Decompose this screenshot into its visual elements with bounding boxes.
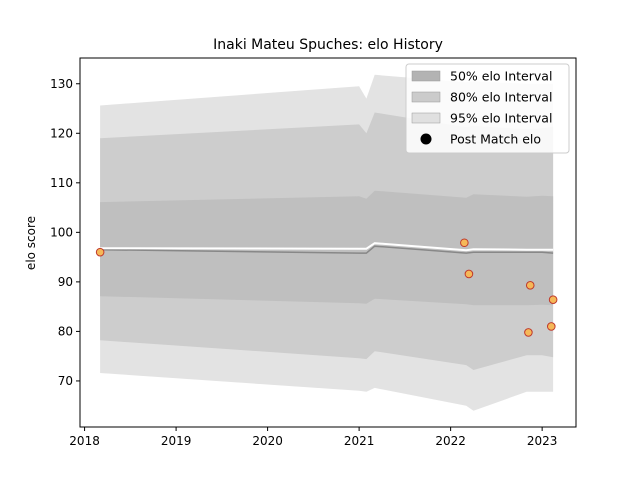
post-match-point xyxy=(524,328,533,337)
y-axis: 70 80 90 100 110 120 130 xyxy=(50,77,80,388)
post-match-point xyxy=(548,295,558,305)
x-tick-label: 2022 xyxy=(435,434,466,448)
y-tick-label: 70 xyxy=(58,374,73,388)
legend: 50% elo Interval 80% elo Interval 95% elo … xyxy=(405,63,570,154)
post-match-point xyxy=(95,247,105,257)
y-tick-label: 110 xyxy=(50,176,73,190)
legend-swatch xyxy=(411,70,441,82)
legend-swatch xyxy=(411,112,441,124)
legend-label: 80% elo Interval xyxy=(450,90,552,105)
post-match-point xyxy=(460,238,469,248)
elo-mean-line xyxy=(100,245,554,254)
axes-frame xyxy=(79,57,577,428)
chart-title: Inaki Mateu Spuches: elo History xyxy=(213,37,443,53)
x-tick-label: 2020 xyxy=(252,434,283,448)
legend-label: Post Match elo xyxy=(450,132,541,147)
y-tick-label: 100 xyxy=(50,225,73,239)
x-axis: 2018 2019 2020 2021 2022 2023 xyxy=(69,427,557,448)
x-tick-label: 2023 xyxy=(527,434,558,448)
legend-box xyxy=(405,63,570,154)
y-tick-label: 120 xyxy=(50,126,73,140)
x-tick-label: 2018 xyxy=(69,434,100,448)
legend-swatch xyxy=(411,91,441,103)
post-match-point xyxy=(464,269,474,279)
legend-marker xyxy=(420,133,432,145)
legend-label: 95% elo Interval xyxy=(450,111,552,126)
post-match-point xyxy=(546,322,556,331)
legend-label: 50% elo Interval xyxy=(450,69,552,84)
post-match-point xyxy=(525,281,535,290)
x-tick-label: 2021 xyxy=(344,434,375,448)
elo-median-line xyxy=(100,242,554,252)
y-tick-label: 130 xyxy=(50,77,73,91)
y-axis-title: elo score xyxy=(24,216,38,270)
x-tick-label: 2019 xyxy=(161,434,192,448)
y-tick-label: 90 xyxy=(58,275,73,289)
plot-area xyxy=(95,74,558,411)
y-tick-label: 80 xyxy=(58,324,73,338)
